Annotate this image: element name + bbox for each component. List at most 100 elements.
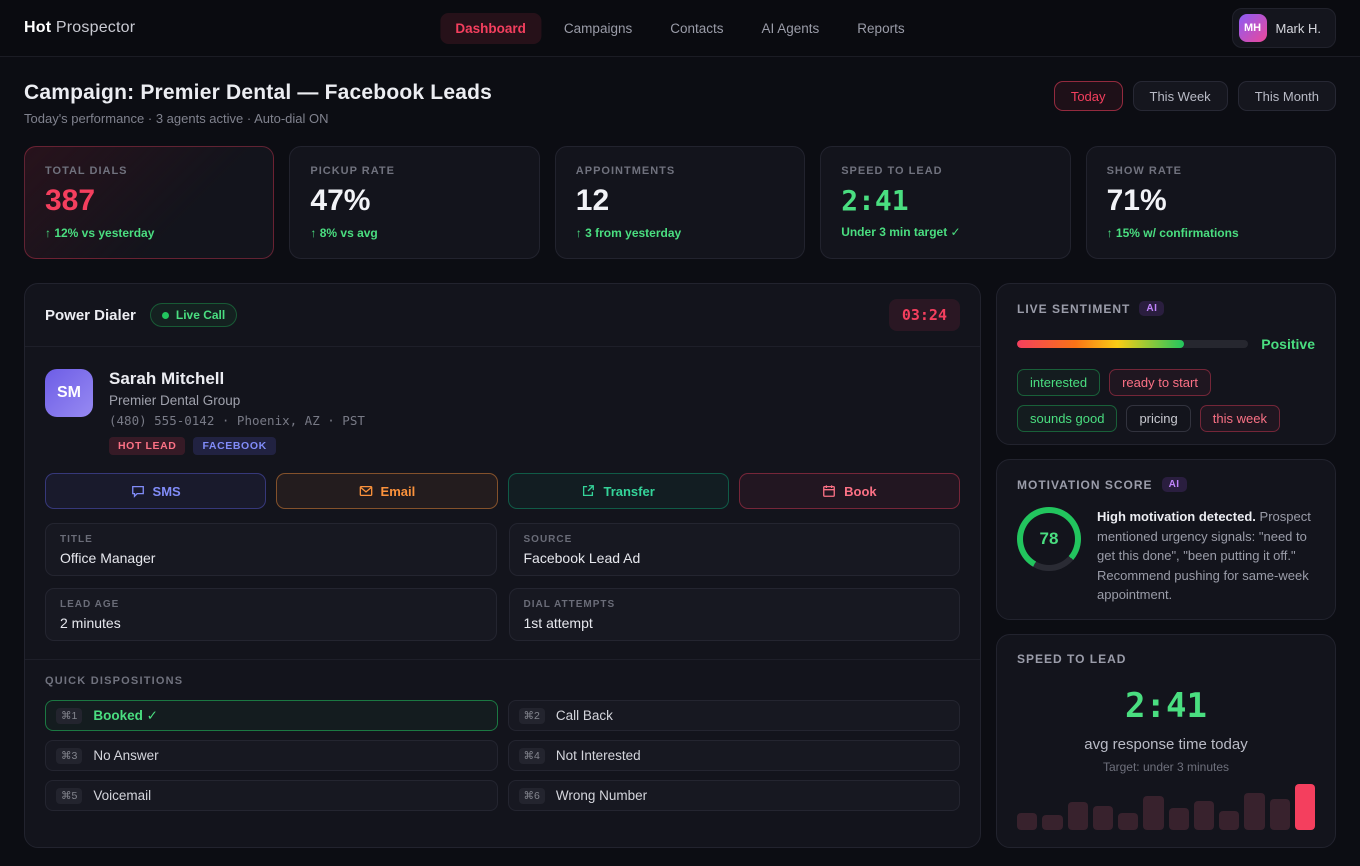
- speed-bar: [1118, 812, 1139, 830]
- contact-tags: HOT LEAD FACEBOOK: [109, 437, 365, 455]
- stat-card-appointments: Appointments 12 ↑ 3 from yesterday: [554, 146, 806, 259]
- transfer-label: Transfer: [603, 483, 655, 499]
- disposition-no-answer[interactable]: ⌘3 No Answer: [45, 740, 498, 771]
- range-button-this-week[interactable]: This Week: [1132, 81, 1228, 111]
- stat-card-pickup-rate: Pickup Rate 47% ↑ 8% vs avg: [289, 146, 540, 259]
- calendar-icon: [823, 485, 836, 497]
- nav-item-reports[interactable]: Reports: [857, 21, 905, 36]
- ai-badge: AI: [1161, 477, 1187, 492]
- disposition-label: Booked ✓: [93, 707, 158, 723]
- live-sentiment-title: Live Sentiment: [1017, 301, 1131, 316]
- sms-label: SMS: [152, 483, 181, 499]
- page-subtitle: Today's performance · 3 agents active · …: [24, 111, 329, 126]
- right-sidebar: Live Sentiment AI Positive interested re…: [996, 283, 1336, 848]
- speed-bar: [1092, 806, 1113, 830]
- disposition-booked[interactable]: ⌘1 Booked ✓: [45, 700, 498, 731]
- speed-bar: [1269, 798, 1290, 830]
- lead-detail-fields: Title Office Manager Source Facebook Lea…: [25, 523, 980, 641]
- disposition-label: Voicemail: [93, 788, 152, 803]
- nav-item-campaigns[interactable]: Campaigns: [563, 21, 633, 36]
- stat-delta: ↑ 8% vs avg: [310, 226, 378, 240]
- nav-item-dashboard[interactable]: Dashboard: [440, 13, 541, 44]
- field-label: Source: [523, 534, 573, 545]
- motivation-body: 78 High motivation detected. Prospect me…: [1017, 507, 1315, 605]
- field-label: Title: [60, 534, 93, 545]
- motivation-score-panel: Motivation Score AI 78 High motivation d…: [996, 459, 1336, 620]
- live-sentiment-header: Live Sentiment AI: [1017, 301, 1315, 316]
- stat-label: Appointments: [575, 165, 676, 177]
- speed-bar: [1219, 810, 1240, 830]
- keyword-chip: ready to start: [1109, 369, 1211, 396]
- contact-phone-location: (480) 555-0142 · Phoenix, AZ · PST: [109, 413, 365, 428]
- field-title: Title Office Manager: [45, 523, 497, 576]
- live-call-badge: Live Call: [149, 303, 238, 327]
- keyword-chip: pricing: [1126, 405, 1191, 432]
- motivation-insight-bold: High motivation detected.: [1097, 509, 1256, 524]
- speed-value: 2:41: [1125, 686, 1207, 726]
- stat-delta: ↑ 12% vs yesterday: [45, 226, 155, 240]
- app-logo: Hot Prospector: [24, 19, 135, 37]
- keyword-chip: this week: [1199, 405, 1280, 432]
- stat-value: 47%: [310, 184, 371, 217]
- nav-item-ai-agents[interactable]: AI Agents: [761, 21, 820, 36]
- stat-delta: ↑ 15% w/ confirmations: [1106, 226, 1239, 240]
- speed-bar: [1168, 807, 1189, 830]
- stat-value: 12: [575, 184, 610, 217]
- facebook-badge: FACEBOOK: [193, 437, 276, 455]
- nav-item-contacts[interactable]: Contacts: [670, 21, 724, 36]
- sentiment-track: [1017, 340, 1249, 348]
- stat-delta: ↑ 3 from yesterday: [575, 226, 682, 240]
- field-lead-age: Lead Age 2 minutes: [45, 588, 497, 641]
- live-dot-icon: [161, 311, 169, 319]
- stat-delta: Under 3 min target ✓: [841, 225, 961, 239]
- envelope-icon: [359, 485, 372, 497]
- date-range-toggle: Today This Week This Month: [1053, 81, 1336, 111]
- contact-company: Premier Dental Group: [109, 393, 241, 408]
- user-menu[interactable]: MH Mark H.: [1231, 8, 1336, 48]
- logo-bold-part: Hot: [24, 19, 52, 36]
- user-avatar: MH: [1238, 14, 1267, 42]
- stat-label: Pickup Rate: [310, 165, 395, 177]
- email-button[interactable]: Email: [276, 473, 498, 509]
- range-button-today[interactable]: Today: [1053, 81, 1123, 111]
- power-dialer-title: Power Dialer: [45, 306, 136, 324]
- motivation-title: Motivation Score: [1017, 477, 1153, 492]
- contact-name: Sarah Mitchell: [109, 369, 225, 388]
- speed-bar: [1143, 795, 1164, 830]
- speed-target: Target: under 3 minutes: [1102, 760, 1230, 774]
- stat-card-total-dials: Total Dials 387 ↑ 12% vs yesterday: [24, 146, 275, 259]
- book-button[interactable]: Book: [738, 473, 960, 509]
- sentiment-value-label: Positive: [1261, 336, 1315, 352]
- speed-bar: [1244, 793, 1265, 830]
- disposition-voicemail[interactable]: ⌘5 Voicemail: [45, 780, 498, 811]
- disposition-wrong-number[interactable]: ⌘6 Wrong Number: [507, 780, 960, 811]
- quick-dispositions-title: Quick Dispositions: [45, 675, 184, 687]
- quick-dispositions-section: Quick Dispositions ⌘1 Booked ✓ ⌘2 Call B…: [25, 659, 980, 831]
- hot-lead-badge: HOT LEAD: [109, 437, 186, 455]
- motivation-insight: High motivation detected. Prospect menti…: [1097, 507, 1315, 605]
- range-button-this-month[interactable]: This Month: [1237, 81, 1336, 111]
- sms-button[interactable]: SMS: [45, 473, 267, 509]
- campaign-header: Campaign: Premier Dental — Facebook Lead…: [0, 57, 1360, 126]
- stats-row: Total Dials 387 ↑ 12% vs yesterday Picku…: [24, 146, 1336, 259]
- top-navigation-bar: Hot Prospector Dashboard Campaigns Conta…: [0, 0, 1360, 57]
- disposition-not-interested[interactable]: ⌘4 Not Interested: [507, 740, 960, 771]
- disposition-call-back[interactable]: ⌘2 Call Back: [507, 700, 960, 731]
- stat-card-speed-to-lead: Speed to Lead 2:41 Under 3 min target ✓: [820, 146, 1071, 259]
- field-dial-attempts: Dial Attempts 1st attempt: [508, 588, 960, 641]
- speed-to-lead-panel: Speed to Lead 2:41 avg response time tod…: [996, 634, 1336, 848]
- speed-bar: [1294, 784, 1315, 830]
- book-label: Book: [844, 483, 877, 499]
- shortcut-key-badge: ⌘6: [518, 787, 545, 804]
- user-name: Mark H.: [1275, 20, 1322, 36]
- motivation-insight-rest: Prospect mentioned urgency signals: "nee…: [1097, 509, 1311, 602]
- field-value: 2 minutes: [60, 615, 121, 631]
- shortcut-key-badge: ⌘3: [56, 747, 83, 764]
- stat-label: Speed to Lead: [841, 165, 943, 177]
- stat-value: 2:41: [841, 184, 909, 217]
- disposition-label: Wrong Number: [555, 788, 648, 803]
- speed-title: Speed to Lead: [1017, 652, 1127, 666]
- field-source: Source Facebook Lead Ad: [508, 523, 960, 576]
- field-label: Lead Age: [60, 599, 120, 610]
- transfer-button[interactable]: Transfer: [507, 473, 729, 509]
